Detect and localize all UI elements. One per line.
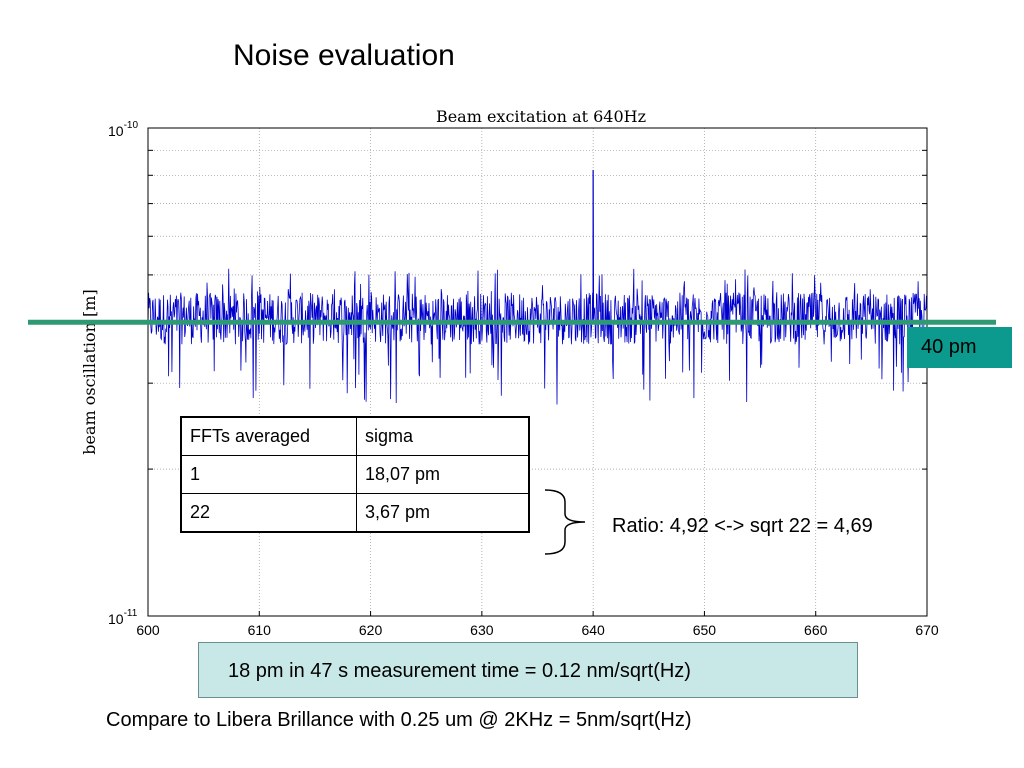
x-ticks: 600 610 620 630 640 650 660 670 xyxy=(136,611,939,638)
y-tick-label: 10-11 xyxy=(108,608,138,627)
x-tick-label: 610 xyxy=(248,622,272,638)
plot-frame xyxy=(147,127,928,617)
table-header-ffts: FFTs averaged xyxy=(180,416,357,456)
y-ticks: 10-10 10-11 xyxy=(108,120,138,627)
table-cell-ffts: 1 xyxy=(180,455,357,494)
x-tick-label: 670 xyxy=(915,622,939,638)
x-tick-label: 660 xyxy=(804,622,828,638)
chart-title: Beam excitation at 640Hz xyxy=(436,107,646,126)
table-cell-sigma: 3,67 pm xyxy=(356,493,530,533)
table-row: 22 3,67 pm xyxy=(180,493,530,533)
x-tick-label: 630 xyxy=(470,622,494,638)
grid-lines xyxy=(148,128,927,616)
y-tick-label: 10-10 xyxy=(108,120,138,139)
result-box: 18 pm in 47 s measurement time = 0.12 nm… xyxy=(198,642,858,698)
series-line xyxy=(147,170,928,405)
marker-label-40pm: 40 pm xyxy=(907,327,1012,368)
series-group xyxy=(147,170,928,405)
x-tick-label: 650 xyxy=(693,622,717,638)
y-tick-exponent: -10 xyxy=(124,120,139,131)
ratio-text: Ratio: 4,92 <-> sqrt 22 = 4,69 xyxy=(612,515,873,537)
table-header-sigma: sigma xyxy=(356,416,530,456)
y-tick-exponent: -11 xyxy=(124,608,138,619)
curly-brace xyxy=(544,489,586,555)
compare-text: Compare to Libera Brillance with 0.25 um… xyxy=(106,709,692,731)
stats-table: FFTs averaged sigma 1 18,07 pm 22 3,67 p… xyxy=(180,416,530,533)
table-cell-sigma: 18,07 pm xyxy=(356,455,530,494)
table-row: 1 18,07 pm xyxy=(180,455,530,494)
x-tick-label: 600 xyxy=(136,622,160,638)
table-cell-ffts: 22 xyxy=(180,493,357,533)
slide-title: Noise evaluation xyxy=(233,39,455,72)
table-header-row: FFTs averaged sigma xyxy=(180,416,530,456)
x-tick-label: 620 xyxy=(359,622,383,638)
y-axis-label: beam oscillation [m] xyxy=(80,289,99,454)
x-tick-label: 640 xyxy=(581,622,605,638)
